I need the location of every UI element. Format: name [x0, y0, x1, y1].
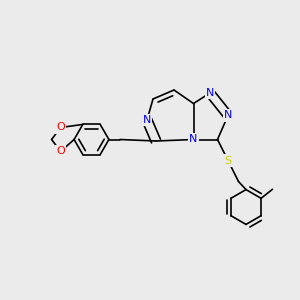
Text: O: O [56, 146, 65, 157]
Text: N: N [224, 110, 232, 121]
Text: N: N [189, 134, 198, 145]
Text: O: O [56, 122, 65, 133]
Text: N: N [206, 88, 214, 98]
Text: N: N [143, 115, 151, 125]
Text: S: S [224, 155, 232, 166]
